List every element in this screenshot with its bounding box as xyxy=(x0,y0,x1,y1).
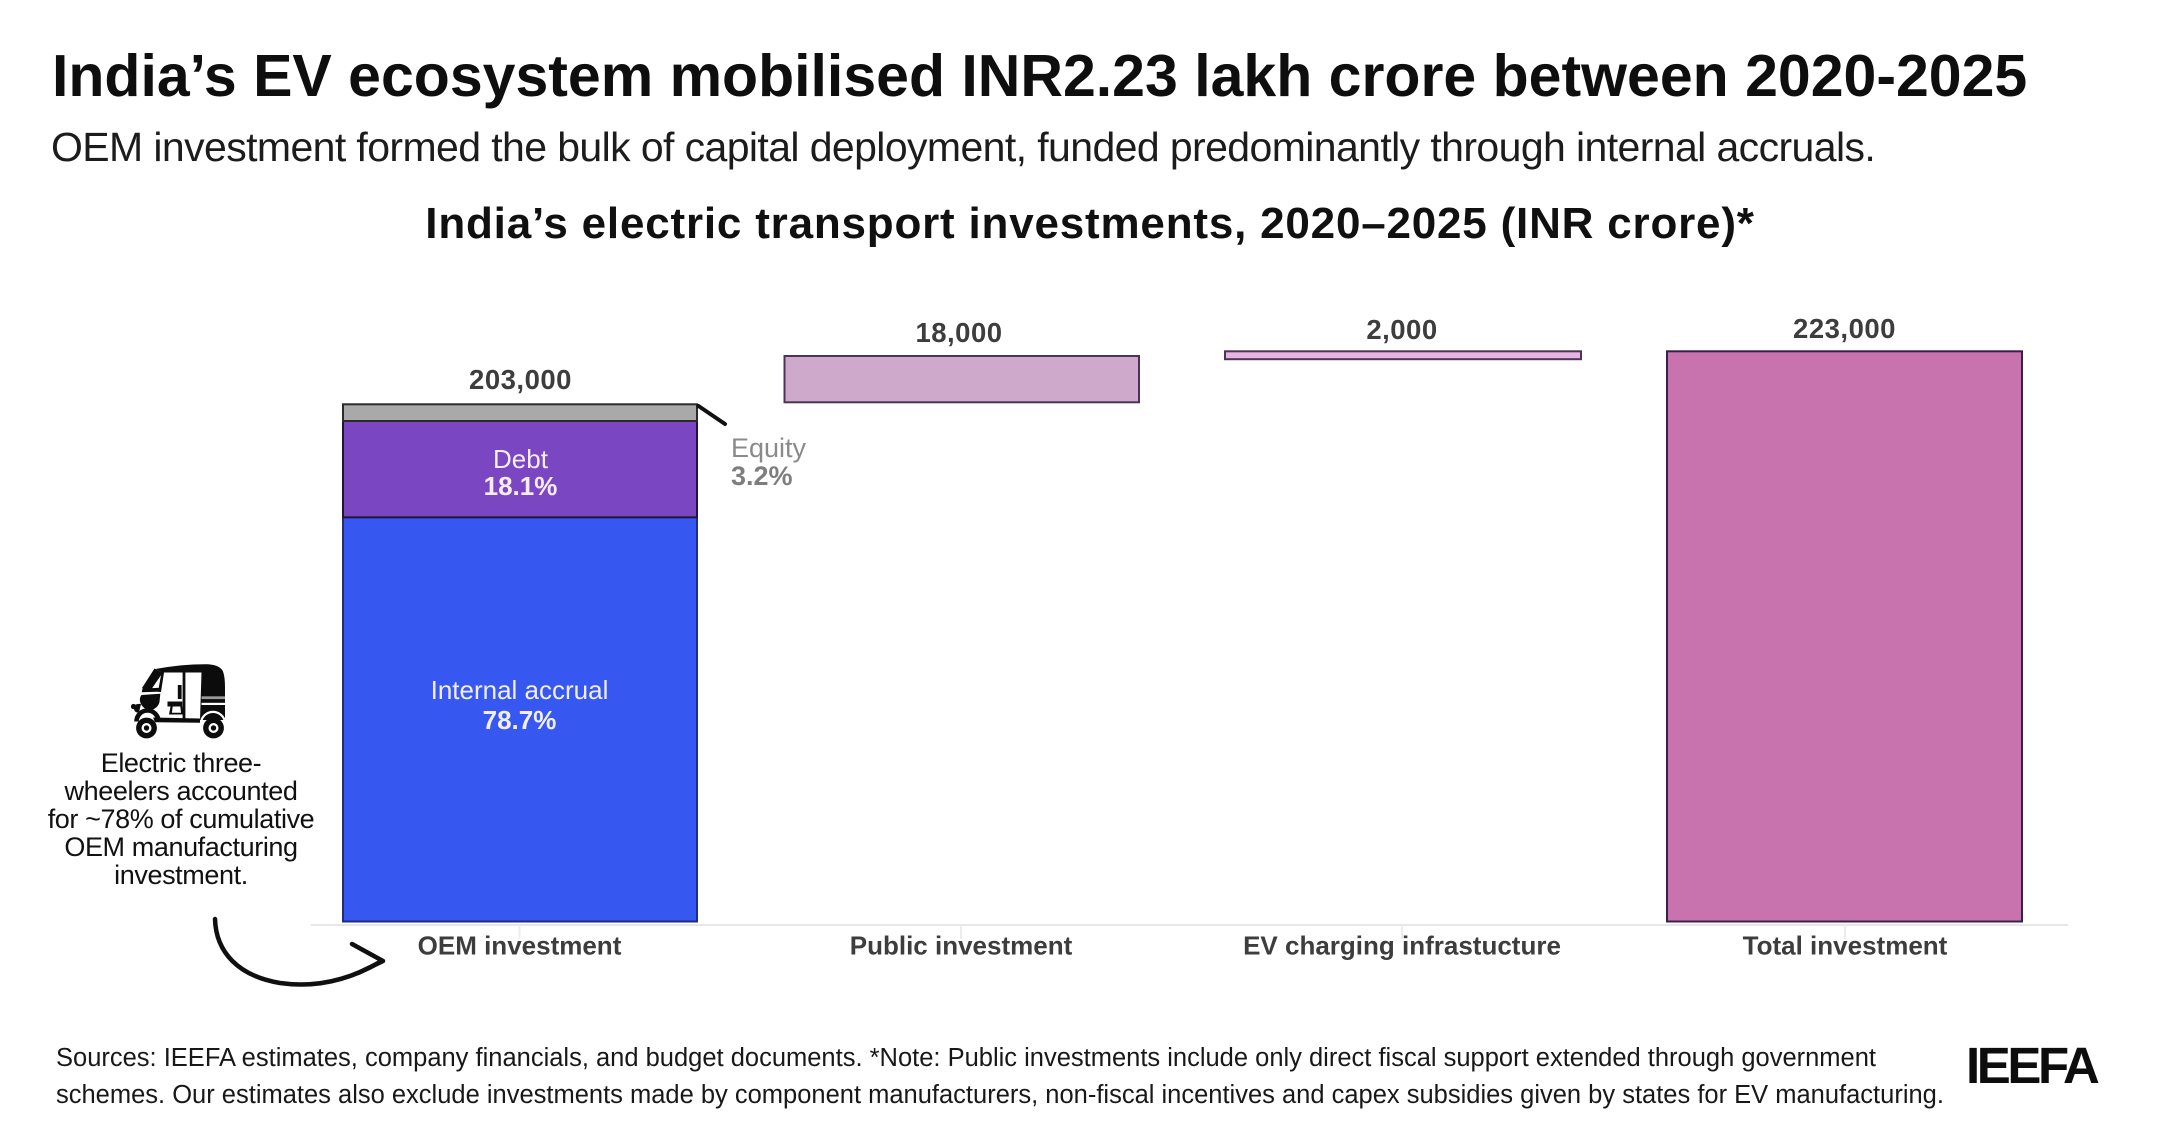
svg-text:18.1%: 18.1% xyxy=(484,471,558,501)
svg-text:78.7%: 78.7% xyxy=(483,705,557,735)
svg-text:Equity: Equity xyxy=(731,433,807,463)
svg-text:EV charging infrastucture: EV charging infrastucture xyxy=(1243,931,1561,961)
svg-text:Total investment: Total investment xyxy=(1743,931,1948,961)
svg-text:203,000: 203,000 xyxy=(469,364,572,395)
svg-text:223,000: 223,000 xyxy=(1793,313,1896,344)
svg-text:Public investment: Public investment xyxy=(850,931,1073,961)
svg-text:2,000: 2,000 xyxy=(1366,314,1437,345)
svg-text:Debt: Debt xyxy=(493,444,549,474)
svg-text:Internal accrual: Internal accrual xyxy=(431,675,609,705)
svg-text:OEM investment: OEM investment xyxy=(418,931,622,961)
svg-text:3.2%: 3.2% xyxy=(731,461,793,491)
svg-text:18,000: 18,000 xyxy=(915,317,1002,348)
